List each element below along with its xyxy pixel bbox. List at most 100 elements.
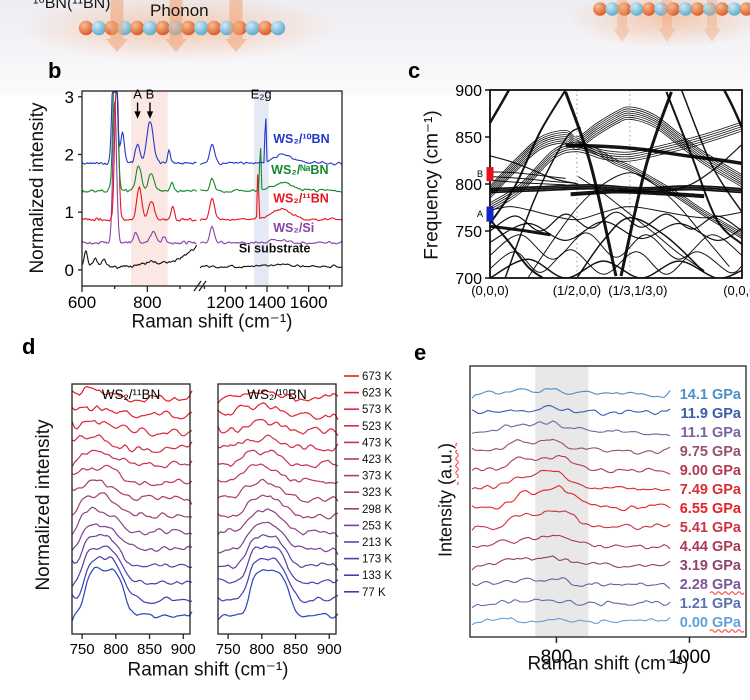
phonon-band — [722, 90, 742, 129]
spectrum-WS₂/ᴺᵃBN — [81, 91, 197, 194]
pressure-label: 3.19 GPa — [680, 558, 742, 574]
panel-letter-d: d — [22, 334, 36, 359]
phonon-band — [490, 130, 742, 213]
temp-curve-323 K — [217, 494, 339, 520]
boron-atom — [206, 20, 222, 36]
panel-letter-b: b — [48, 58, 62, 83]
pressure-curve-9.75 GPa — [471, 438, 671, 455]
y-tick-label: 750 — [455, 224, 482, 241]
peak-marker-A — [486, 206, 494, 222]
temp-curve-623 K — [217, 402, 339, 421]
temp-curve-523 K — [71, 434, 193, 453]
x-tick-label: 800 — [133, 293, 161, 312]
pressure-curve-9.00 GPa — [471, 454, 671, 475]
legend-label: 253 K — [362, 520, 392, 532]
panel-e-pressure-chart: 14.1 GPa 11.9 GPa 11.1 GPa 9.75 GPa 9.00 GPa… — [469, 365, 747, 668]
legend-label: 77 K — [362, 587, 386, 599]
phonon-band — [490, 108, 742, 189]
series-label: WS₂/Si — [273, 221, 314, 235]
phonon-band — [490, 110, 742, 191]
temp-curve-673 K — [217, 389, 339, 404]
pressure-curve-7.49 GPa — [471, 469, 671, 491]
temp-curve-573 K — [217, 418, 339, 437]
annotation-arrowhead — [146, 111, 154, 119]
temp-curve-298 K — [71, 506, 193, 536]
phonon-band — [490, 185, 742, 192]
isotope-label: ¹⁰BN(¹¹BN) — [33, 0, 111, 12]
nitrogen-atom — [605, 2, 619, 16]
pressure-curve-0.00 GPa — [471, 616, 671, 626]
phonon-band — [490, 114, 742, 195]
temp-curve-323 K — [71, 492, 193, 519]
marker-label: A — [477, 209, 483, 219]
panel-d-ylabel: Normalized intensity — [33, 419, 54, 591]
panel-b-raman-chart: Si substrate WS₂/Si WS₂/¹¹BN WS₂/ᴺᵃBN WS₂/¹⁰… — [65, 87, 343, 312]
peak-annotation: E₂g — [251, 87, 272, 102]
y-tick-label: 1 — [65, 203, 74, 222]
pressure-label: 5.41 GPa — [680, 520, 742, 536]
panel-b-xlabel: Raman shift (cm⁻¹) — [131, 311, 293, 333]
temp-curve-173 K — [217, 545, 339, 585]
panel-e-ylabel-unit: (a.u.) — [435, 442, 456, 485]
phonon-band — [576, 144, 742, 237]
legend-label: 623 K — [362, 388, 392, 400]
phonon-band — [490, 206, 742, 221]
panel-d-xlabel: Raman shift (cm⁻¹) — [127, 659, 289, 681]
phonon-band — [490, 176, 576, 184]
pressure-label: 9.75 GPa — [680, 444, 742, 460]
spectrum-WS₂/ᴺᵃBN — [200, 148, 343, 193]
panel-d-temperature-chart: WS₂/¹¹BN 750 800 850 900 WS₂/¹⁰BN 750 800 850 900… — [70, 371, 393, 658]
panel-a-schematic: ¹⁰BN(¹¹BN) Phonon — [0, 0, 750, 95]
x-tick-label: 1600 — [290, 293, 328, 312]
y-tick-label: 800 — [455, 177, 482, 194]
boron-atom — [642, 2, 656, 16]
nitrogen-atom — [654, 2, 668, 16]
x-tick-label: 800 — [103, 641, 128, 658]
phonon-arrow-icon — [105, 0, 129, 52]
nitrogen-atom — [194, 20, 209, 36]
pressure-label: 11.9 GPa — [681, 406, 742, 422]
atom-chain-illustration — [18, 0, 750, 62]
pressure-curve-11.9 GPa — [471, 405, 671, 416]
subpanel-title: WS₂/¹¹BN — [102, 387, 160, 402]
y-tick-label: 850 — [455, 130, 482, 147]
x-tick-label: 800 — [541, 647, 573, 668]
spectrum-WS₂/¹⁰BN — [200, 118, 343, 166]
marker-label: B — [477, 169, 483, 179]
x-tick-label: (1/2,0,0) — [553, 283, 601, 298]
phonon-band — [504, 126, 582, 278]
phonon-band — [490, 126, 742, 208]
x-tick-label: 850 — [137, 641, 162, 658]
x-tick-label: 750 — [216, 641, 241, 658]
x-tick-label: 1400 — [248, 293, 286, 312]
temp-curve-253 K — [71, 523, 193, 552]
series-label: WS₂/¹¹BN — [273, 191, 329, 205]
pressure-label: 4.44 GPa — [680, 539, 742, 555]
spectrum-WS₂/Si — [200, 225, 343, 245]
pressure-curve-1.21 GPa — [471, 598, 671, 609]
x-tick-label: 900 — [171, 641, 196, 658]
phonon-band — [665, 91, 742, 245]
pressure-curve-2.28 GPa — [471, 577, 671, 590]
x-tick-label: 600 — [68, 293, 96, 312]
nitrogen-atom — [678, 2, 693, 16]
temp-curve-623 K — [71, 404, 193, 420]
phonon-band — [490, 232, 742, 260]
phonon-arrow-icon — [164, 0, 188, 52]
phonon-band — [490, 121, 742, 204]
y-tick-label: 0 — [65, 261, 74, 280]
spectrum-Si substrate — [81, 244, 197, 270]
peak-annotation: A — [133, 87, 142, 102]
phonon-band — [490, 106, 742, 187]
boron-atom — [258, 20, 273, 36]
phonon-band — [666, 144, 742, 193]
nitrogen-atom — [629, 2, 644, 16]
axis-break-mark — [193, 280, 202, 292]
temp-curve-173 K — [71, 545, 193, 588]
pressure-label: 7.49 GPa — [680, 482, 742, 498]
phonon-band — [564, 91, 618, 277]
boron-atom — [78, 20, 94, 36]
x-tick-label: 1200 — [206, 293, 244, 312]
pressure-label: 2.28 GPa — [680, 577, 742, 593]
phonon-band — [490, 220, 742, 243]
